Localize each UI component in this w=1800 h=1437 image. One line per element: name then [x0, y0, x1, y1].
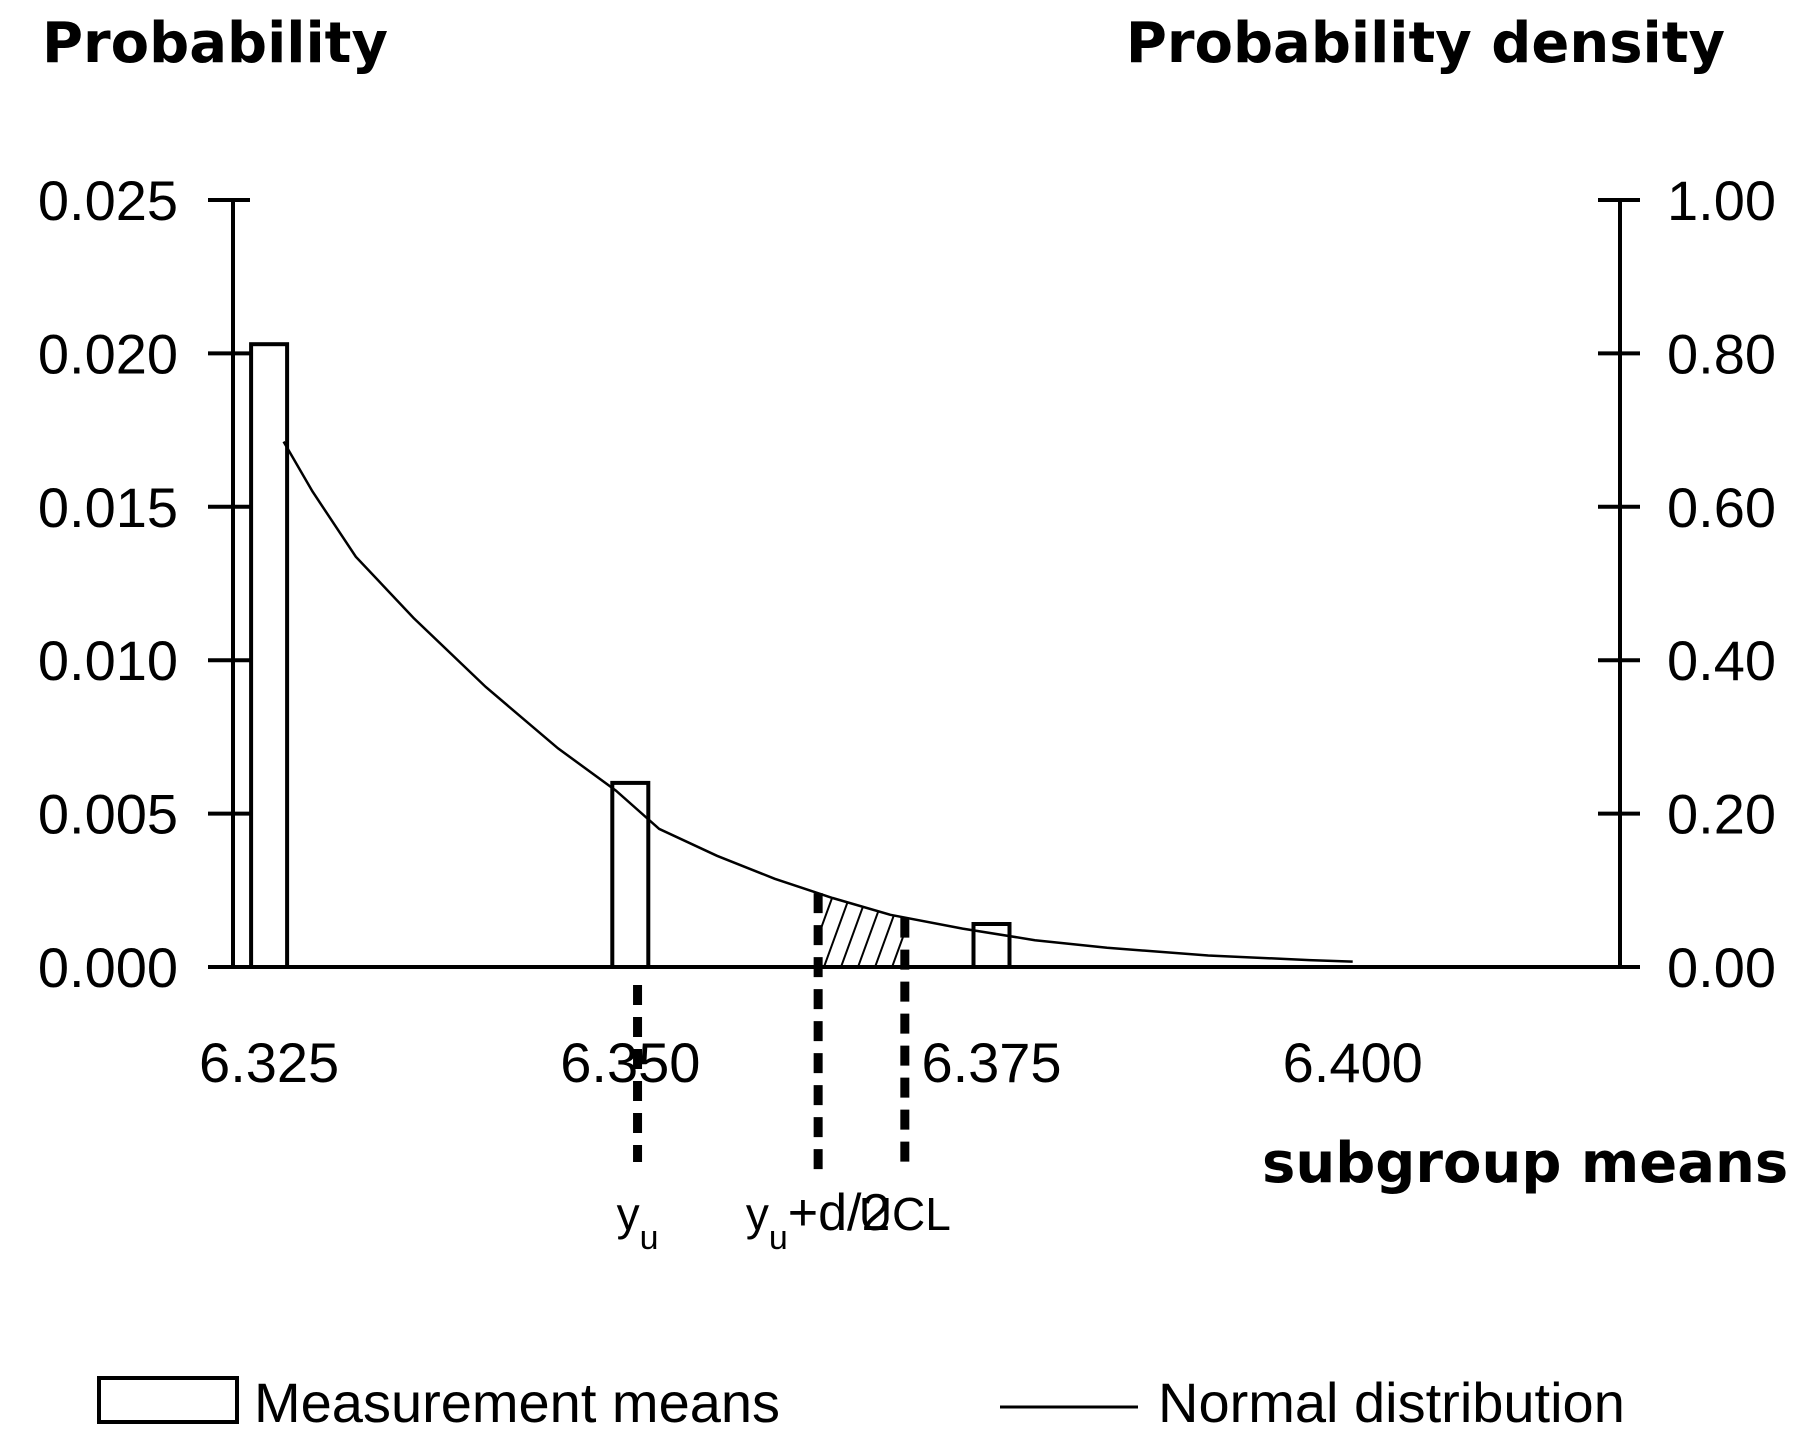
- bar-6-35: [610, 780, 651, 970]
- x-tick-label: 6.325: [199, 1031, 339, 1094]
- right-y-tick-label: 0.40: [1667, 629, 1776, 692]
- hatched-region: [818, 893, 905, 967]
- right-y-tick-label: 0.60: [1667, 476, 1776, 539]
- left-axis-title: Probability: [42, 11, 388, 76]
- marker-label: UCL: [859, 1188, 951, 1240]
- marker-label: yu+d/2: [746, 1184, 891, 1257]
- legend: Measurement means Normal distribution: [97, 1371, 1625, 1434]
- left-y-tick-label: 0.020: [38, 322, 178, 385]
- right-y-tick-label: 1.00: [1667, 169, 1776, 232]
- right-y-tick-label: 0.20: [1667, 783, 1776, 846]
- x-tick-label: 6.350: [560, 1031, 700, 1094]
- distribution-curve: [282, 440, 1353, 963]
- left-y-tick-label: 0.010: [38, 629, 178, 692]
- hatched-area: [818, 893, 905, 967]
- right-axis-title: Probability density: [1126, 11, 1725, 76]
- legend-measurement-means: Measurement means: [254, 1371, 780, 1434]
- x-tick-label: 6.375: [921, 1031, 1061, 1094]
- x-axis-title: subgroup means: [1262, 1131, 1788, 1196]
- left-y-tick-label: 0.025: [38, 169, 178, 232]
- legend-bar-swatch: [97, 1376, 239, 1424]
- left-y-tick-label: 0.015: [38, 476, 178, 539]
- left-y-tick-label: 0.000: [38, 936, 178, 999]
- left-y-ticks: 0.025 0.020 0.015 0.010 0.005 0.000: [38, 169, 250, 999]
- right-y-tick-label: 0.00: [1667, 936, 1776, 999]
- legend-normal-distribution: Normal distribution: [1158, 1371, 1625, 1434]
- right-y-ticks: 1.00 0.80 0.60 0.40 0.20 0.00: [1598, 169, 1776, 999]
- left-y-tick-label: 0.005: [38, 783, 178, 846]
- x-ticks: 6.325 6.350 6.375 6.400: [199, 1031, 1423, 1094]
- bar-6-325: [249, 342, 290, 969]
- right-y-tick-label: 0.80: [1667, 322, 1776, 385]
- x-tick-label: 6.400: [1283, 1031, 1423, 1094]
- bars: [249, 342, 1012, 970]
- normal-distribution-line: [282, 440, 1353, 963]
- marker-label: yu: [617, 1188, 659, 1257]
